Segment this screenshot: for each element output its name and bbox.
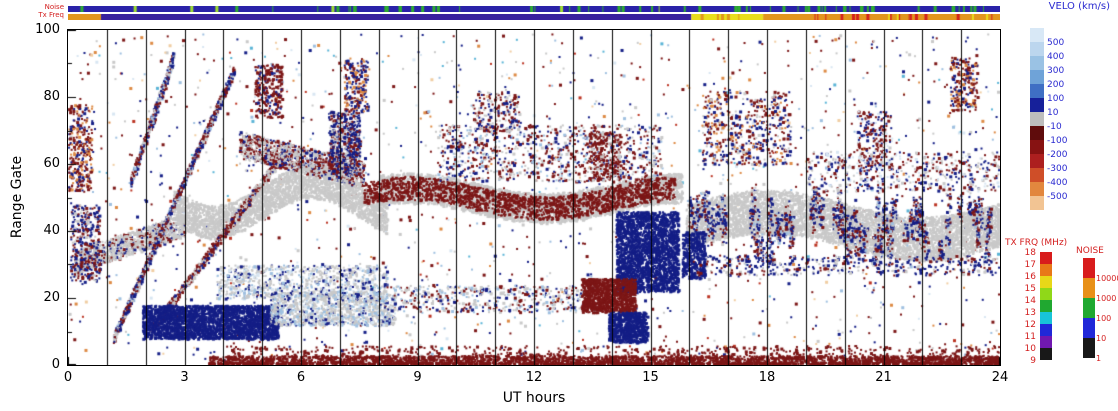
velo-bar-label: 10 — [1047, 108, 1059, 118]
txfrq-bar-segment — [1040, 300, 1052, 312]
y-tick-label: 100 — [35, 22, 60, 37]
txfreq-strip-label: Tx Freq — [38, 11, 64, 19]
velo-bar-label: 400 — [1047, 52, 1065, 62]
noise-bar-label: 100 — [1096, 314, 1112, 323]
velo-bar-segment — [1030, 126, 1044, 140]
noise-bar-label: 1000 — [1096, 294, 1117, 303]
velo-colorbar-title: VELO (km/s) — [1048, 1, 1110, 12]
velo-bar-label: -400 — [1047, 178, 1068, 188]
noise-colorbar-title: NOISE — [1076, 246, 1104, 256]
rti-plot-canvas — [68, 30, 1000, 365]
y-axis-title: Range Gate — [9, 155, 25, 239]
velo-bar-label: 500 — [1047, 38, 1065, 48]
velo-bar-segment — [1030, 154, 1044, 168]
txfrq-bar-label: 12 — [1024, 320, 1036, 330]
velo-bar-segment — [1030, 196, 1044, 210]
txfrq-bar-label: 18 — [1024, 248, 1036, 258]
x-tick-label: 12 — [525, 370, 543, 385]
txfrq-bar-label: 9 — [1030, 356, 1036, 366]
velo-bar-segment — [1030, 84, 1044, 98]
velo-bar-label: -200 — [1047, 150, 1068, 160]
x-tick-label: 21 — [875, 370, 892, 385]
noise-bar-label: 10 — [1096, 334, 1107, 343]
y-tick-label: 40 — [43, 223, 60, 238]
noise-bar-label: 10000 — [1096, 274, 1118, 283]
noise-bar-segment — [1083, 318, 1095, 338]
noise-bar-segment — [1083, 298, 1095, 318]
txfreq-indicator-strip — [68, 14, 1000, 20]
noise-colorbar — [1083, 258, 1095, 358]
velo-bar-segment — [1030, 42, 1044, 56]
velo-bar-label: -300 — [1047, 164, 1068, 174]
txfrq-bar-segment — [1040, 312, 1052, 324]
velo-bar-label: -100 — [1047, 136, 1068, 146]
x-tick-label: 6 — [296, 370, 306, 385]
velo-bar-segment — [1030, 140, 1044, 154]
velo-bar-segment — [1030, 168, 1044, 182]
x-tick-label: 9 — [413, 370, 422, 385]
velo-bar-label: -500 — [1047, 192, 1068, 202]
x-tick-label: 18 — [758, 370, 776, 385]
noise-bar-segment — [1083, 258, 1095, 278]
velo-bar-label: -10 — [1047, 122, 1062, 132]
velo-bar-segment — [1030, 112, 1044, 126]
txfrq-bar-segment — [1040, 264, 1052, 276]
y-tick-label: 0 — [51, 357, 60, 372]
txfrq-bar-label: 13 — [1024, 308, 1036, 318]
y-tick-label: 60 — [43, 156, 60, 171]
txfrq-colorbar — [1040, 252, 1052, 360]
txfrq-bar-segment — [1040, 324, 1052, 336]
y-tick-label: 20 — [43, 290, 60, 305]
noise-strip-label: Noise — [44, 3, 64, 11]
y-tick-label: 80 — [43, 89, 60, 104]
noise-indicator-strip — [68, 6, 1000, 12]
velo-bar-label: 100 — [1047, 94, 1065, 104]
noise-bar-segment — [1083, 338, 1095, 358]
velo-colorbar — [1030, 28, 1044, 210]
txfrq-bar-segment — [1040, 348, 1052, 360]
velo-bar-segment — [1030, 98, 1044, 112]
velo-bar-segment — [1030, 56, 1044, 70]
noise-bar-segment — [1083, 278, 1095, 298]
velo-bar-segment — [1030, 182, 1044, 196]
txfrq-bar-segment — [1040, 288, 1052, 300]
txfrq-bar-label: 17 — [1024, 260, 1036, 270]
x-axis-title: UT hours — [502, 390, 566, 406]
txfrq-bar-segment — [1040, 276, 1052, 288]
txfrq-bar-label: 15 — [1024, 284, 1036, 294]
txfrq-bar-label: 16 — [1024, 272, 1036, 282]
x-tick-label: 0 — [63, 370, 73, 385]
txfrq-bar-label: 14 — [1024, 296, 1036, 306]
txfrq-colorbar-title: TX FRQ (MHz) — [1005, 238, 1068, 248]
x-tick-label: 3 — [180, 370, 189, 385]
txfrq-bar-segment — [1040, 252, 1052, 264]
txfrq-bar-label: 10 — [1024, 344, 1036, 354]
velo-bar-segment — [1030, 28, 1044, 42]
txfrq-bar-label: 11 — [1024, 332, 1036, 342]
x-tick-label: 24 — [991, 370, 1009, 385]
txfrq-bar-segment — [1040, 336, 1052, 348]
velo-bar-label: 200 — [1047, 80, 1065, 90]
noise-bar-label: 1 — [1096, 354, 1102, 363]
velo-bar-segment — [1030, 70, 1044, 84]
x-tick-label: 15 — [642, 370, 659, 385]
velo-bar-label: 300 — [1047, 66, 1065, 76]
